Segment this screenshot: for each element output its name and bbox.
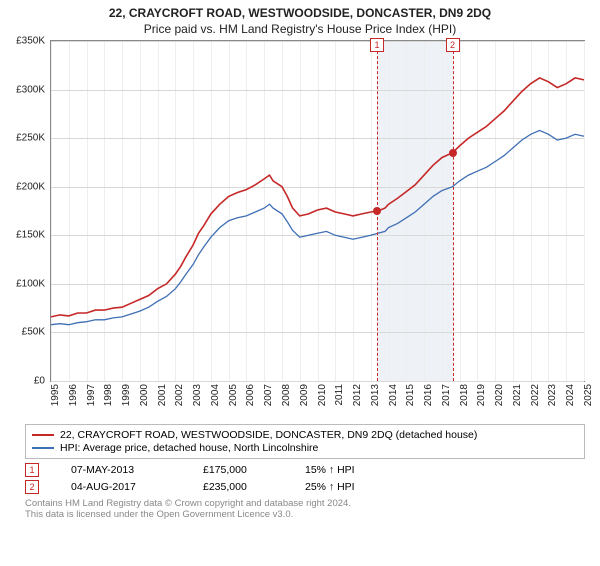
x-axis-label: 2021 xyxy=(512,384,523,406)
table-row: 1 07-MAY-2013 £175,000 15% ↑ HPI xyxy=(25,463,585,477)
marker-dot xyxy=(449,149,457,157)
x-axis-label: 2011 xyxy=(334,384,345,406)
plot-area: £0£50K£100K£150K£200K£250K£300K£350K12 xyxy=(50,40,585,382)
x-axis-label: 2009 xyxy=(299,384,310,406)
x-axis-label: 2022 xyxy=(530,384,541,406)
y-axis-label: £100K xyxy=(16,278,45,289)
legend-swatch xyxy=(32,434,54,436)
legend-label: 22, CRAYCROFT ROAD, WESTWOODSIDE, DONCAS… xyxy=(60,429,477,441)
sales-table: 1 07-MAY-2013 £175,000 15% ↑ HPI 2 04-AU… xyxy=(25,463,585,494)
x-axis-label: 2005 xyxy=(228,384,239,406)
x-axis-label: 2013 xyxy=(370,384,381,406)
x-axis-label: 2006 xyxy=(245,384,256,406)
sale-date: 07-MAY-2013 xyxy=(71,464,171,476)
legend-item-property: 22, CRAYCROFT ROAD, WESTWOODSIDE, DONCAS… xyxy=(32,429,578,441)
x-axis-label: 2008 xyxy=(281,384,292,406)
sale-price: £235,000 xyxy=(203,481,273,493)
x-axis-label: 2002 xyxy=(174,384,185,406)
y-axis-label: £250K xyxy=(16,133,45,144)
x-axis-label: 2018 xyxy=(459,384,470,406)
x-axis-label: 2003 xyxy=(192,384,203,406)
sale-hpi: 25% ↑ HPI xyxy=(305,481,375,493)
y-axis-label: £0 xyxy=(34,376,45,387)
series-hpi xyxy=(51,130,584,324)
x-axis-label: 1997 xyxy=(86,384,97,406)
footer: Contains HM Land Registry data © Crown c… xyxy=(25,498,585,521)
sale-date: 04-AUG-2017 xyxy=(71,481,171,493)
legend-swatch xyxy=(32,447,54,449)
y-axis-label: £150K xyxy=(16,230,45,241)
y-axis-label: £200K xyxy=(16,181,45,192)
marker-label: 2 xyxy=(446,38,460,52)
footer-line: This data is licensed under the Open Gov… xyxy=(25,509,585,520)
footer-line: Contains HM Land Registry data © Crown c… xyxy=(25,498,585,509)
x-axis-label: 2016 xyxy=(423,384,434,406)
legend-item-hpi: HPI: Average price, detached house, Nort… xyxy=(32,442,578,454)
table-row: 2 04-AUG-2017 £235,000 25% ↑ HPI xyxy=(25,480,585,494)
x-axis-label: 2000 xyxy=(139,384,150,406)
x-axis-label: 2007 xyxy=(263,384,274,406)
y-axis-label: £350K xyxy=(16,36,45,47)
x-axis-labels: 1995 1996 1997 1998 1999 2000 2001 2002 2003 2004… xyxy=(50,382,585,418)
x-axis-label: 1998 xyxy=(103,384,114,406)
x-axis-label: 1996 xyxy=(68,384,79,406)
x-axis-label: 2023 xyxy=(547,384,558,406)
x-axis-label: 2014 xyxy=(388,384,399,406)
x-axis-label: 2020 xyxy=(494,384,505,406)
x-axis-label: 2024 xyxy=(565,384,576,406)
x-axis-label: 1999 xyxy=(121,384,132,406)
x-axis-label: 2015 xyxy=(405,384,416,406)
x-axis-label: 1995 xyxy=(50,384,61,406)
y-axis-label: £300K xyxy=(16,84,45,95)
legend-label: HPI: Average price, detached house, Nort… xyxy=(60,442,318,454)
x-axis-label: 2012 xyxy=(352,384,363,406)
sale-index-box: 2 xyxy=(25,480,39,494)
sale-index-box: 1 xyxy=(25,463,39,477)
x-axis-label: 2025 xyxy=(583,384,594,406)
x-axis-label: 2019 xyxy=(476,384,487,406)
chart-svg xyxy=(51,41,584,381)
sale-price: £175,000 xyxy=(203,464,273,476)
legend: 22, CRAYCROFT ROAD, WESTWOODSIDE, DONCAS… xyxy=(25,424,585,459)
marker-dot xyxy=(373,207,381,215)
series-property xyxy=(51,78,584,317)
x-axis-label: 2017 xyxy=(441,384,452,406)
x-axis-label: 2010 xyxy=(317,384,328,406)
chart-title-main: 22, CRAYCROFT ROAD, WESTWOODSIDE, DONCAS… xyxy=(0,6,600,20)
x-axis-label: 2001 xyxy=(157,384,168,406)
sale-hpi: 15% ↑ HPI xyxy=(305,464,375,476)
chart-title-sub: Price paid vs. HM Land Registry's House … xyxy=(0,22,600,36)
x-axis-label: 2004 xyxy=(210,384,221,406)
y-axis-label: £50K xyxy=(22,327,45,338)
marker-label: 1 xyxy=(370,38,384,52)
